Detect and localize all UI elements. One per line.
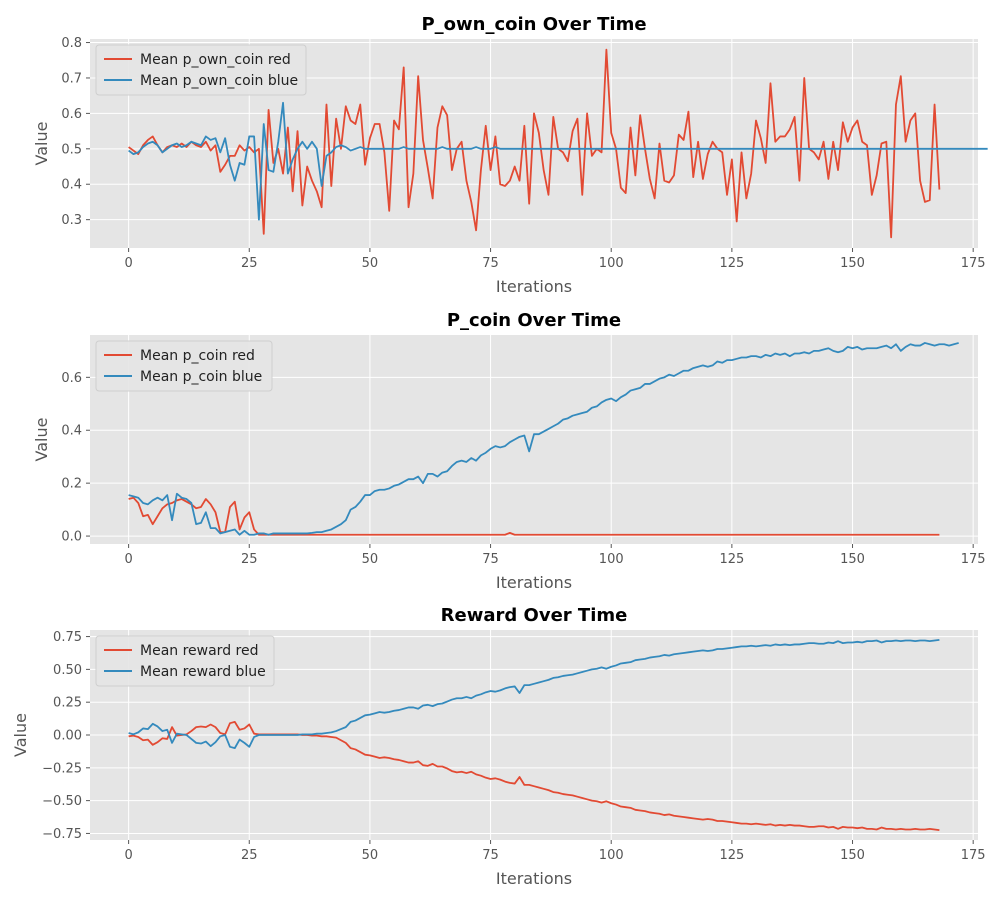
y-tick-label: 0.6 (61, 107, 82, 122)
y-tick-label: 0.2 (61, 477, 82, 492)
y-tick-label: 0.5 (61, 142, 82, 157)
legend-box (95, 44, 307, 96)
x-axis-label: Iterations (496, 277, 572, 296)
legend-box (95, 635, 275, 687)
y-tick-label: 0.7 (61, 71, 82, 86)
x-tick-label: 125 (719, 256, 744, 271)
x-tick-label: 100 (599, 256, 624, 271)
x-tick-label: 75 (482, 552, 499, 567)
y-axis-label: Value (32, 122, 51, 166)
x-tick-label: 150 (840, 552, 865, 567)
x-tick-label: 75 (482, 256, 499, 271)
x-tick-label: 25 (241, 256, 258, 271)
y-tick-label: −0.25 (42, 761, 82, 776)
x-tick-label: 0 (124, 848, 132, 863)
legend-label: Mean p_own_coin blue (140, 73, 298, 89)
y-axis-label: Value (11, 713, 30, 757)
x-tick-label: 50 (362, 256, 379, 271)
y-tick-label: −0.50 (42, 794, 82, 809)
y-tick-label: 0.00 (53, 729, 82, 744)
x-tick-label: 150 (840, 848, 865, 863)
y-axis-label: Value (32, 418, 51, 462)
chart-title: P_coin Over Time (447, 310, 621, 331)
legend-label: Mean reward red (140, 643, 258, 659)
y-tick-label: 0.4 (61, 178, 82, 193)
x-tick-label: 125 (719, 552, 744, 567)
y-tick-label: 0.3 (61, 213, 82, 228)
x-tick-label: 175 (961, 256, 986, 271)
y-tick-label: −0.75 (42, 827, 82, 842)
x-tick-label: 100 (599, 552, 624, 567)
legend-box (95, 340, 273, 392)
x-tick-label: 25 (241, 848, 258, 863)
x-tick-label: 175 (961, 552, 986, 567)
x-tick-label: 50 (362, 552, 379, 567)
x-tick-label: 50 (362, 848, 379, 863)
chart-title: Reward Over Time (441, 605, 628, 626)
y-tick-label: 0.4 (61, 424, 82, 439)
y-tick-label: 0.75 (53, 630, 82, 645)
x-tick-label: 25 (241, 552, 258, 567)
x-tick-label: 0 (124, 552, 132, 567)
x-axis-label: Iterations (496, 869, 572, 888)
series-line-blue (128, 342, 959, 536)
chart-1: 0 25 50 75 100 125 150 175 0.3 0.4 0.5 0.6 0.7 0.8 P_o… (32, 14, 988, 296)
y-tick-label: 0.8 (61, 36, 82, 51)
legend-label: Mean p_own_coin red (140, 52, 291, 68)
legend-label: Mean reward blue (140, 664, 266, 680)
y-tick-label: 0.50 (53, 663, 82, 678)
x-axis-label: Iterations (496, 573, 572, 592)
chart-3: 0 25 50 75 100 125 150 175 −0.75 −0.50 −0.25 0.00 0.… (11, 605, 986, 888)
series-line-red (128, 48, 941, 239)
x-tick-label: 125 (719, 848, 744, 863)
series-line-red (128, 496, 940, 536)
chart-title: P_own_coin Over Time (421, 14, 646, 35)
y-tick-label: 0.0 (61, 530, 82, 545)
x-tick-label: 150 (840, 256, 865, 271)
series-line-blue (128, 101, 988, 221)
legend-label: Mean p_coin red (140, 348, 255, 364)
chart-2: 0 25 50 75 100 125 150 175 0.0 0.2 0.4 0.6 P_coin Ov… (32, 310, 986, 592)
x-tick-label: 0 (124, 256, 132, 271)
x-tick-label: 75 (482, 848, 499, 863)
legend-label: Mean p_coin blue (140, 369, 262, 385)
y-tick-label: 0.6 (61, 371, 82, 386)
series-line-blue (128, 638, 940, 750)
x-tick-label: 100 (599, 848, 624, 863)
x-tick-label: 175 (961, 848, 986, 863)
y-tick-label: 0.25 (53, 696, 82, 711)
